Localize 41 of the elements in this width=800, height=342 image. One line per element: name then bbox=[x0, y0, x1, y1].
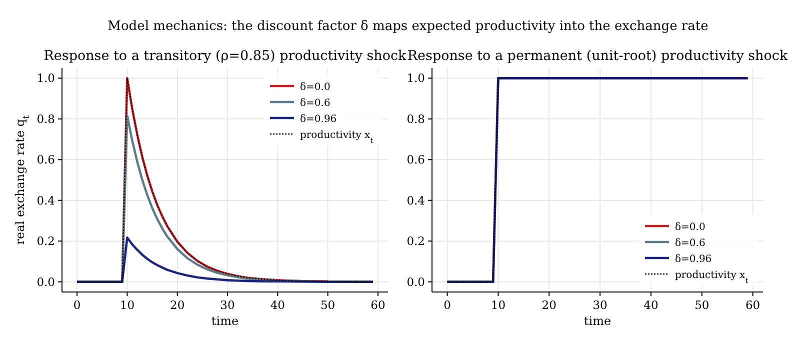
y-tick-label: 0.0 bbox=[36, 274, 55, 289]
line-series bbox=[76, 236, 374, 283]
y-tick-label: 0.2 bbox=[406, 234, 425, 248]
y-tick-label: 0.4 bbox=[406, 193, 425, 208]
x-axis-title: time bbox=[584, 314, 612, 328]
x-tick-label: 0 bbox=[73, 298, 81, 312]
x-tick-label: 50 bbox=[320, 298, 336, 312]
x-tick-label: 20 bbox=[542, 298, 556, 312]
y-tick-label: 0.4 bbox=[36, 193, 55, 208]
chart-title: Response to a permanent (unit-root) productivity shock bbox=[407, 48, 788, 64]
line-series bbox=[76, 78, 374, 282]
x-tick-label: 60 bbox=[745, 298, 760, 312]
text: Model mechanics: the discount factor δ maps expected productivity into the exchange rate bbox=[108, 19, 709, 34]
y-tick-label: 1.0 bbox=[36, 71, 55, 86]
legend-label: productivity x$_{t}$ bbox=[300, 130, 374, 144]
x-tick-label: 10 bbox=[120, 298, 135, 312]
legend-label: δ=0.0 bbox=[300, 82, 330, 93]
y-tick-label: 1.0 bbox=[406, 71, 425, 86]
x-tick-label: 40 bbox=[644, 298, 658, 312]
y-tick-label: 0.6 bbox=[36, 152, 55, 167]
x-tick-label: 60 bbox=[370, 298, 386, 312]
x-tick-label: 30 bbox=[220, 298, 235, 312]
x-tick-label: 20 bbox=[170, 298, 185, 312]
y-tick-label: 0.0 bbox=[406, 274, 425, 289]
x-tick-label: 30 bbox=[592, 298, 608, 312]
x-tick-label: 50 bbox=[694, 298, 710, 312]
chart-title: Response to a transitory (ρ=0.85) productivity shock bbox=[44, 48, 408, 64]
legend-label: δ=0.6 bbox=[300, 98, 330, 109]
y-tick-label: 0.2 bbox=[36, 234, 55, 248]
y-tick-label: 0.8 bbox=[36, 112, 55, 126]
y-tick-label: 0.8 bbox=[406, 112, 425, 126]
x-tick-label: 10 bbox=[490, 298, 506, 312]
x-tick-label: 0 bbox=[444, 298, 451, 312]
y-tick-label: 0.6 bbox=[406, 152, 425, 167]
legend-label: δ=0.96 bbox=[300, 114, 337, 125]
x-tick-label: 40 bbox=[270, 298, 285, 312]
legend-label: δ=0.0 bbox=[675, 222, 706, 233]
legend-label: δ=0.96 bbox=[675, 254, 712, 265]
x-axis-title: time bbox=[211, 314, 239, 328]
legend-label: productivity x$_{t}$ bbox=[675, 270, 748, 284]
legend-label: δ=0.6 bbox=[675, 238, 706, 249]
